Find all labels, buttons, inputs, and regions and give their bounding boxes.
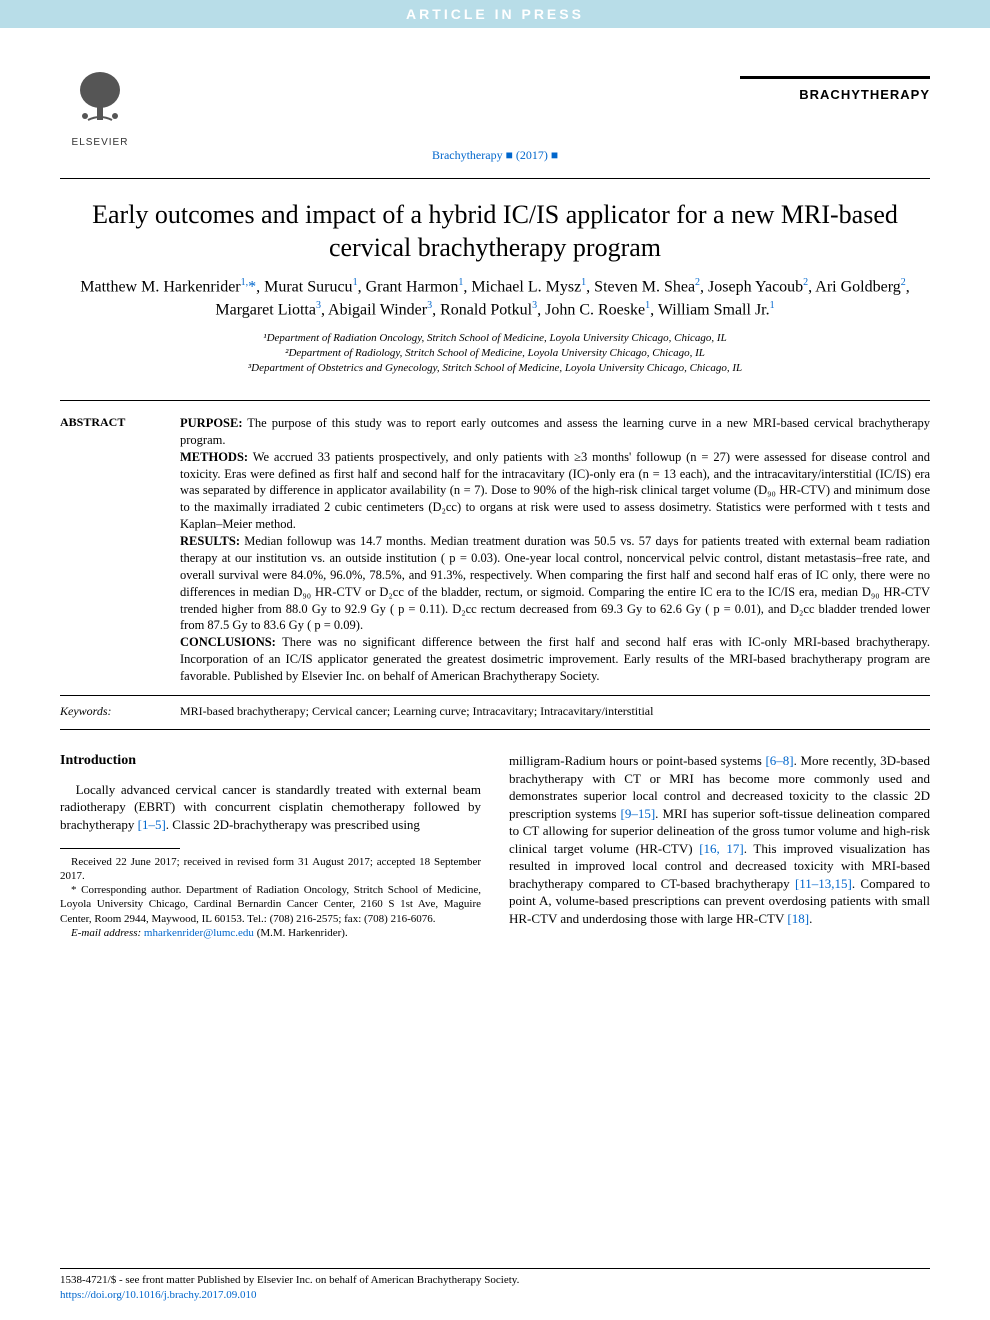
ref-link-16-17[interactable]: [16, 17] — [699, 841, 744, 856]
received-dates: Received 22 June 2017; received in revis… — [60, 855, 481, 884]
affiliations: ¹Department of Radiation Oncology, Strit… — [0, 329, 990, 390]
footnote-separator — [60, 848, 180, 849]
keywords-text: MRI-based brachytherapy; Cervical cancer… — [180, 704, 930, 719]
keywords-section: Keywords: MRI-based brachytherapy; Cervi… — [60, 696, 930, 730]
results-text: Median followup was 14.7 months. Median … — [180, 534, 930, 632]
affiliation-1: ¹Department of Radiation Oncology, Strit… — [60, 331, 930, 346]
elsevier-logo: ELSEVIER — [60, 68, 140, 148]
abstract-section: ABSTRACT PURPOSE: The purpose of this st… — [60, 400, 930, 696]
introduction-heading: Introduction — [60, 752, 481, 771]
ref-link-6-8[interactable]: [6–8] — [765, 753, 793, 768]
conclusions-label: CONCLUSIONS: — [180, 635, 276, 649]
abstract-text: PURPOSE: The purpose of this study was t… — [180, 415, 930, 685]
purpose-label: PURPOSE: — [180, 416, 243, 430]
intro-paragraph-1: Locally advanced cervical cancer is stan… — [60, 781, 481, 834]
abstract-label: ABSTRACT — [60, 415, 180, 685]
methods-label: METHODS: — [180, 450, 248, 464]
affiliation-2: ²Department of Radiology, Stritch School… — [60, 346, 930, 361]
article-title: Early outcomes and impact of a hybrid IC… — [0, 179, 990, 270]
ref-link-9-15[interactable]: [9–15] — [620, 806, 655, 821]
article-in-press-banner: ARTICLE IN PRESS — [0, 0, 990, 28]
authors-list: Matthew M. Harkenrider1,*, Murat Surucu1… — [0, 270, 990, 329]
elsevier-tree-icon — [70, 68, 130, 128]
copyright-text: 1538-4721/$ - see front matter Published… — [60, 1273, 930, 1287]
ref-link-18[interactable]: [18] — [787, 911, 809, 926]
doi-link[interactable]: https://doi.org/10.1016/j.brachy.2017.09… — [60, 1288, 930, 1302]
corresponding-author: * Corresponding author. Department of Ra… — [60, 883, 481, 926]
left-column: Introduction Locally advanced cervical c… — [60, 752, 481, 940]
keywords-label: Keywords: — [60, 704, 180, 719]
affiliation-3: ³Department of Obstetrics and Gynecology… — [60, 361, 930, 376]
journal-logo: BRACHYTHERAPY — [740, 76, 930, 102]
body-text: Introduction Locally advanced cervical c… — [0, 730, 990, 940]
footer: 1538-4721/$ - see front matter Published… — [60, 1268, 930, 1302]
purpose-text: The purpose of this study was to report … — [180, 416, 930, 447]
conclusions-text: There was no significant difference betw… — [180, 635, 930, 683]
publisher-name: ELSEVIER — [60, 137, 140, 148]
journal-name: BRACHYTHERAPY — [740, 87, 930, 102]
journal-reference[interactable]: Brachytherapy ■ (2017) ■ — [0, 148, 990, 163]
journal-bar-icon — [740, 76, 930, 79]
results-label: RESULTS: — [180, 534, 240, 548]
ref-link-11-13-15[interactable]: [11–13,15] — [795, 876, 852, 891]
ref-link-1-5[interactable]: [1–5] — [138, 817, 166, 832]
footnotes: Received 22 June 2017; received in revis… — [60, 855, 481, 941]
email-link[interactable]: mharkenrider@lumc.edu — [144, 927, 254, 939]
header: ELSEVIER Brachytherapy ■ (2017) ■ BRACHY… — [0, 28, 990, 178]
methods-text: We accrued 33 patients prospectively, an… — [180, 450, 930, 532]
email-line: E-mail address: mharkenrider@lumc.edu (M… — [60, 926, 481, 940]
intro-paragraph-2: milligram-Radium hours or point-based sy… — [509, 752, 930, 927]
right-column: milligram-Radium hours or point-based sy… — [509, 752, 930, 940]
